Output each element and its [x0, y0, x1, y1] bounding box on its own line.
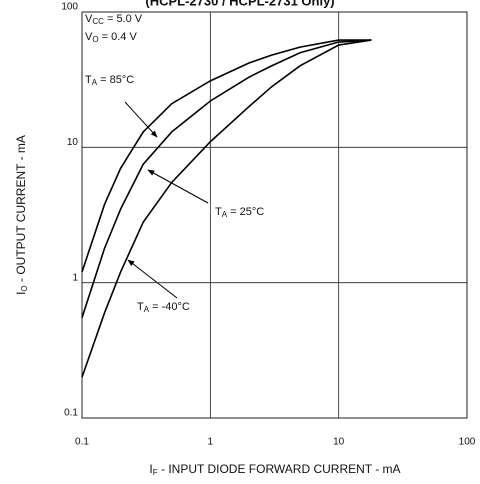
series-label-sub: A [144, 305, 150, 314]
condition-label: VCC = 5.0 V [85, 13, 143, 26]
series-label-sub: A [222, 210, 228, 219]
y-axis-label-rest: - OUTPUT CURRENT - mA [14, 135, 28, 285]
series-line [81, 39, 372, 273]
condition-label-rest: = 5.0 V [104, 13, 143, 25]
condition-label-main: V [85, 13, 93, 25]
condition-label-main: V [85, 31, 93, 43]
arrow [147, 169, 209, 204]
series-label-main: T [85, 74, 92, 86]
series-label: TA = 85°C [85, 74, 134, 87]
y-tick-label: 10 [67, 137, 79, 148]
y-tick-label: 0.1 [64, 408, 78, 419]
chart-title: (HCPL-2730 / HCPL-2731 Only) [145, 0, 334, 8]
series-label: TA = 25°C [215, 206, 264, 219]
series-line [81, 39, 372, 319]
series-label-rest: = 25°C [227, 206, 264, 218]
condition-label-rest: = 0.4 V [99, 31, 138, 43]
x-axis-label: IF - INPUT DIODE FORWARD CURRENT - mA [149, 462, 400, 477]
series-label-main: T [215, 206, 222, 218]
x-tick-label: 1 [208, 437, 214, 448]
series-label-rest: = -40°C [149, 301, 190, 313]
x-tick-label: 10 [333, 437, 345, 448]
x-tick-label: 0.1 [75, 437, 89, 448]
series-label: TA = -40°C [137, 301, 190, 314]
series-line [81, 39, 372, 378]
series-label-main: T [137, 301, 144, 313]
x-axis-label-sub: F [153, 468, 158, 477]
series-label-rest: = 85°C [97, 74, 134, 86]
x-axis-label-rest: - INPUT DIODE FORWARD CURRENT - mA [158, 462, 401, 476]
series-label-sub: A [92, 78, 98, 87]
arrow [127, 259, 178, 299]
arrow [124, 101, 158, 138]
y-axis-label: IO - OUTPUT CURRENT - mA [14, 135, 29, 295]
y-axis-label-sub: O [20, 285, 29, 291]
y-axis-label-main: I [14, 292, 28, 295]
x-tick-label: 100 [459, 437, 476, 448]
condition-label-sub: CC [92, 17, 104, 26]
condition-label: VO = 0.4 V [85, 31, 137, 44]
x-axis-label-main: I [149, 462, 152, 476]
condition-label-sub: O [92, 35, 98, 44]
y-tick-label: 1 [72, 272, 78, 283]
y-tick-label: 100 [61, 2, 78, 13]
plot-frame [81, 11, 468, 419]
